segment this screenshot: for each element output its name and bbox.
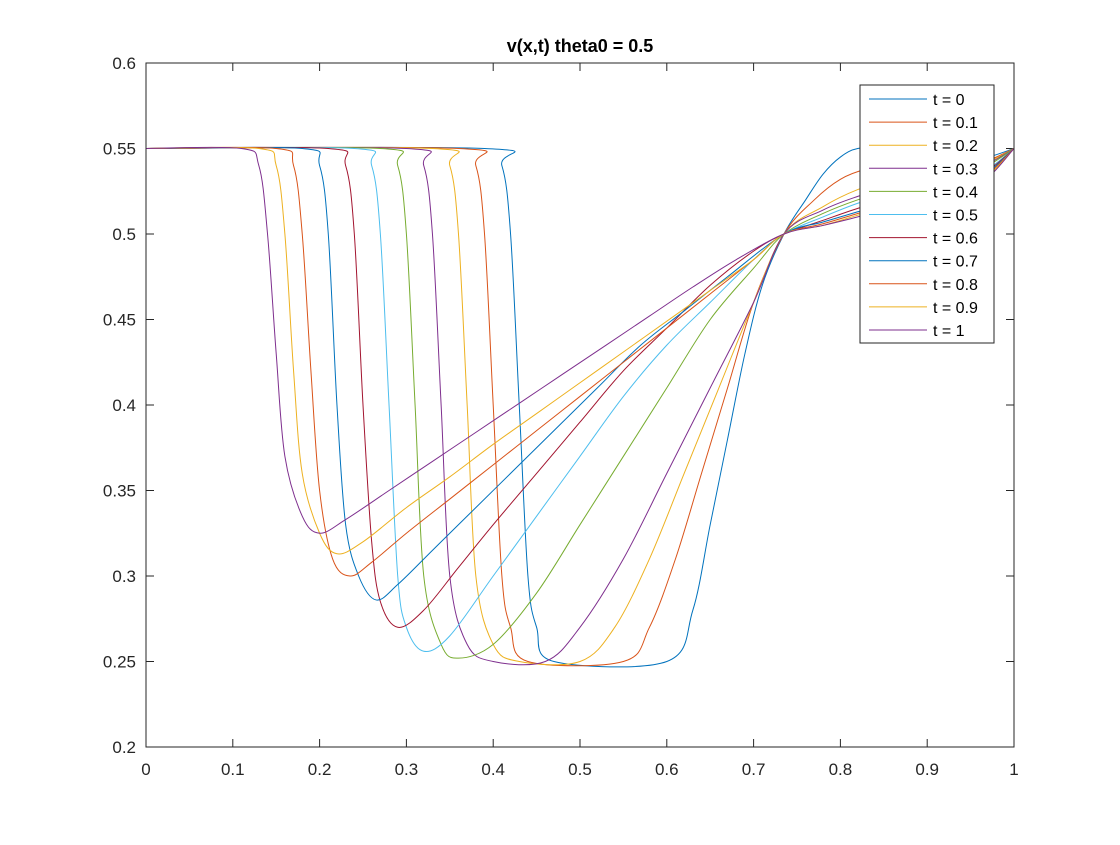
legend-entry-6: t = 0.6 — [933, 231, 978, 248]
x-tick-label: 0.7 — [742, 760, 766, 779]
y-tick-label: 0.35 — [103, 482, 136, 501]
legend-entry-5: t = 0.5 — [933, 208, 978, 225]
x-tick-label: 0.3 — [395, 760, 419, 779]
x-tick-label: 0.5 — [568, 760, 592, 779]
ticks-layer: 0 0.1 0.2 0.3 0.4 0.5 0.6 0.7 0.8 0.9 1 0.2 0.25 0.3 0… — [103, 54, 1019, 779]
x-tick-label: 0.9 — [915, 760, 939, 779]
x-tick-label: 0.2 — [308, 760, 332, 779]
y-tick-label: 0.25 — [103, 653, 136, 672]
x-tick-label: 0.4 — [481, 760, 505, 779]
x-tick-label: 0.1 — [221, 760, 245, 779]
x-tick-label: 1 — [1009, 760, 1018, 779]
y-tick-label: 0.2 — [112, 738, 136, 757]
legend-entry-4: t = 0.4 — [933, 184, 978, 201]
y-tick-label: 0.5 — [112, 225, 136, 244]
y-tick-label: 0.55 — [103, 140, 136, 159]
axes-box — [145, 62, 1015, 748]
legend-entry-7: t = 0.7 — [933, 254, 978, 271]
legend-entry-1: t = 0.1 — [933, 115, 978, 132]
legend-entry-9: t = 0.9 — [933, 300, 978, 317]
y-tick-label: 0.45 — [103, 311, 136, 330]
legend: t = 0 t = 0.1 t = 0.2 t = 0.3 t = 0.4 t = 0.5… — [859, 84, 995, 344]
x-tick-label: 0 — [141, 760, 150, 779]
x-tick-label: 0.6 — [655, 760, 679, 779]
x-tick-label: 0.8 — [829, 760, 853, 779]
legend-entry-0: t = 0 — [933, 92, 965, 109]
legend-entry-2: t = 0.2 — [933, 138, 978, 155]
legend-entry-10: t = 1 — [933, 323, 965, 340]
y-tick-label: 0.6 — [112, 54, 136, 73]
y-tick-label: 0.3 — [112, 567, 136, 586]
legend-entry-8: t = 0.8 — [933, 277, 978, 294]
y-tick-label: 0.4 — [112, 396, 136, 415]
legend-entry-3: t = 0.3 — [933, 161, 978, 178]
chart-title: v(x,t) theta0 = 0.5 — [507, 36, 654, 56]
